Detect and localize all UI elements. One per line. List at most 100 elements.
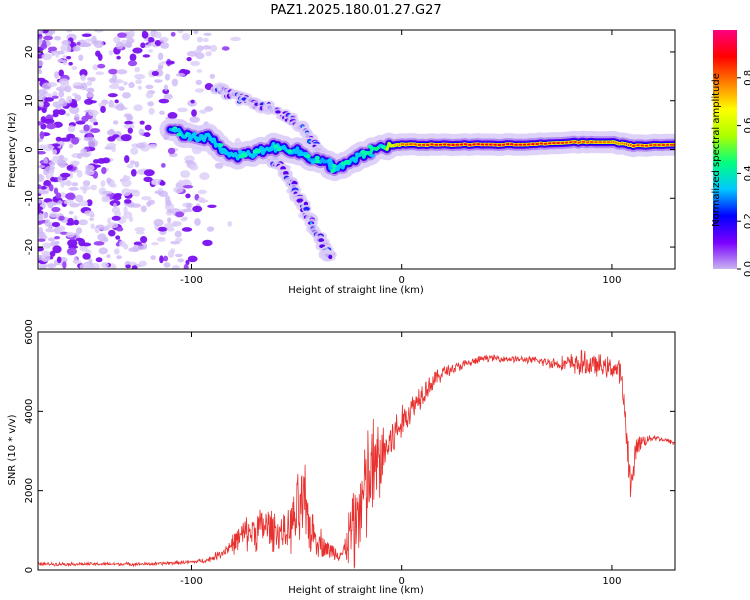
noise-blob <box>39 144 46 151</box>
branch-core <box>318 238 325 243</box>
noise-blob <box>114 193 123 197</box>
noise-blob <box>62 59 68 66</box>
noise-blob <box>159 110 165 115</box>
noise-blob <box>81 33 92 38</box>
noise-blobs <box>38 30 242 269</box>
noise-blob <box>61 39 71 46</box>
noise-blob <box>182 216 189 220</box>
noise-blob <box>48 184 54 192</box>
noise-blob <box>96 157 107 164</box>
noise-blob <box>170 31 176 37</box>
noise-blob <box>127 60 138 67</box>
noise-blob <box>148 143 158 149</box>
noise-blob <box>38 212 43 219</box>
x-tick-label: 100 <box>602 275 621 286</box>
noise-blob <box>38 121 44 126</box>
spectrogram-x-axis-label: Height of straight line (km) <box>288 285 424 296</box>
branch-peak <box>308 140 311 143</box>
noise-blob <box>181 227 193 232</box>
noise-blob <box>182 184 194 189</box>
noise-blob <box>84 137 96 142</box>
ridge-peak-blob <box>367 144 373 149</box>
noise-blob <box>159 36 169 43</box>
noise-blob <box>138 128 145 136</box>
snr-marks <box>38 349 675 569</box>
noise-blob <box>80 42 91 47</box>
spectrogram-x-ticks: -100 0 100 <box>180 30 621 286</box>
noise-blob <box>195 79 203 85</box>
noise-blob <box>123 124 135 130</box>
branch-core <box>303 206 310 212</box>
y-tick-label: 0 <box>24 567 35 573</box>
noise-blob <box>41 53 52 61</box>
noise-blob <box>90 184 98 191</box>
noise-blob <box>90 128 101 134</box>
noise-blob <box>113 36 121 44</box>
x-tick-label: 0 <box>399 275 405 286</box>
noise-blob <box>163 93 173 100</box>
x-tick-label: -100 <box>180 576 203 587</box>
noise-blob <box>125 41 133 48</box>
colorbar-ticks: 0.0 0.2 0.4 0.6 0.8 <box>737 70 750 277</box>
noise-blob <box>67 239 78 248</box>
x-tick-label: 100 <box>602 576 621 587</box>
noise-blob <box>221 46 230 51</box>
noise-blob <box>54 71 59 79</box>
noise-blob <box>151 70 159 77</box>
ridge-peak-blob <box>172 128 178 133</box>
noise-blob <box>177 107 188 113</box>
noise-blob <box>101 190 113 195</box>
y-tick-label: 10 <box>24 94 35 107</box>
noise-blob <box>113 248 120 255</box>
noise-blob <box>62 261 67 269</box>
noise-blob <box>68 61 73 66</box>
noise-blob <box>80 219 88 226</box>
noise-blob <box>182 208 193 213</box>
noise-blob <box>171 78 179 87</box>
noise-blob <box>130 147 139 155</box>
noise-blob <box>58 78 70 85</box>
x-tick-label: 0 <box>399 576 405 587</box>
noise-blob <box>100 262 109 269</box>
noise-blob <box>38 30 44 35</box>
noise-blob <box>138 260 147 267</box>
noise-blob <box>120 134 132 142</box>
noise-blob <box>46 201 57 207</box>
noise-blob <box>82 180 91 187</box>
y-tick-label: 0 <box>24 146 35 152</box>
noise-blob <box>51 95 59 99</box>
noise-blob <box>119 240 126 248</box>
y-tick-label: 4000 <box>24 399 35 424</box>
noise-blob <box>132 189 139 194</box>
noise-blob <box>165 60 175 65</box>
noise-blob <box>52 245 62 254</box>
noise-blob <box>45 227 54 233</box>
colorbar-tick-label: 0.2 <box>743 213 750 229</box>
ridge-peak-blob <box>242 153 248 158</box>
noise-blob <box>53 187 59 195</box>
noise-blob <box>135 142 146 149</box>
noise-blob <box>112 202 117 208</box>
noise-blob <box>56 158 66 167</box>
noise-blob <box>112 120 119 125</box>
spectrogram-y-ticks: -20 -10 0 10 20 <box>24 46 675 255</box>
noise-blob <box>106 254 111 259</box>
noise-blob <box>46 263 57 269</box>
noise-blob <box>66 133 76 139</box>
ridge-peak-blob <box>336 164 342 169</box>
noise-blob <box>47 237 56 242</box>
colorbar-label: Normalized spectral amplitude <box>711 73 722 227</box>
noise-blob <box>100 180 106 187</box>
noise-blob <box>177 30 184 34</box>
noise-blob <box>41 82 52 91</box>
noise-blob <box>154 31 162 39</box>
noise-blob <box>157 52 164 61</box>
noise-blob <box>49 170 54 177</box>
noise-blob <box>80 82 88 91</box>
noise-blob <box>58 215 65 221</box>
ridge-peak-blob <box>287 149 293 154</box>
snr-y-ticks: 0 2000 4000 6000 <box>24 319 675 573</box>
noise-blob <box>38 227 44 235</box>
noise-blob <box>170 248 176 254</box>
